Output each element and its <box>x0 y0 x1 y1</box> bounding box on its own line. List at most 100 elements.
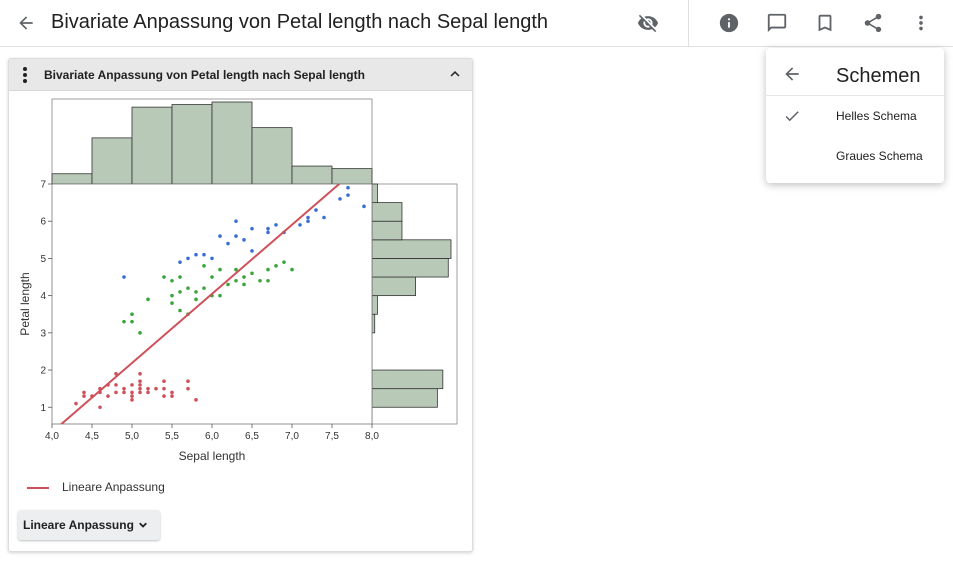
data-point-setosa <box>138 390 142 395</box>
data-point-virginica <box>194 252 198 257</box>
data-point-setosa <box>138 386 142 391</box>
data-point-setosa <box>114 390 118 395</box>
data-point-versicolor <box>226 282 230 287</box>
collapse-button[interactable] <box>446 65 464 83</box>
data-point-virginica <box>202 252 206 257</box>
data-point-virginica <box>346 193 350 197</box>
data-point-versicolor <box>242 275 246 279</box>
data-point-setosa <box>130 398 134 402</box>
menu-divider <box>766 95 944 96</box>
data-point-versicolor <box>186 286 190 290</box>
data-point-virginica <box>362 204 366 209</box>
y-axis-label: Petal length <box>18 272 32 335</box>
bookmark-button[interactable] <box>813 11 837 35</box>
panel-title: Bivariate Anpassung von Petal length nac… <box>44 68 365 82</box>
right-histogram-bar <box>371 258 449 278</box>
data-point-virginica <box>178 260 182 264</box>
info-button[interactable] <box>717 11 741 35</box>
back-button[interactable] <box>14 11 38 35</box>
more-options-button[interactable] <box>909 11 933 35</box>
data-point-versicolor <box>218 293 222 298</box>
top-histogram-bar <box>51 173 93 185</box>
x-tick-label: 6,5 <box>245 431 259 442</box>
panel-menu-button[interactable] <box>17 65 33 85</box>
data-point-virginica <box>306 219 310 224</box>
x-tick-label: 5,0 <box>125 431 139 442</box>
share-button[interactable] <box>861 11 885 35</box>
menu-item-light-scheme[interactable]: Helles Schema <box>766 97 944 135</box>
data-point-setosa <box>146 386 150 391</box>
data-point-setosa <box>138 379 142 384</box>
arrow-back-icon <box>785 67 799 81</box>
data-point-versicolor <box>130 319 134 324</box>
right-histogram-bar <box>371 202 403 222</box>
data-point-setosa <box>74 401 78 406</box>
y-tick-label: 1 <box>40 403 46 414</box>
info-icon <box>719 13 739 33</box>
top-histogram-bar <box>251 127 293 185</box>
right-histogram-bar <box>371 313 376 334</box>
data-point-virginica <box>218 234 222 238</box>
report-panel: Bivariate Anpassung von Petal length nac… <box>8 58 473 552</box>
data-point-setosa <box>186 386 190 391</box>
more-vert-icon <box>23 67 27 83</box>
x-tick-label: 4,5 <box>85 431 99 442</box>
data-point-setosa <box>138 383 142 387</box>
data-point-versicolor <box>266 267 270 272</box>
comment-icon <box>767 13 787 33</box>
data-point-versicolor <box>202 264 206 268</box>
data-point-virginica <box>266 226 270 231</box>
fit-line <box>59 184 341 424</box>
menu-back-button[interactable] <box>782 64 804 86</box>
top-histogram-bar <box>291 165 333 185</box>
menu-item-gray-scheme[interactable]: Graues Schema <box>766 137 944 175</box>
data-point-virginica <box>250 249 254 253</box>
data-point-versicolor <box>194 297 198 302</box>
data-point-virginica <box>322 215 326 220</box>
data-point-versicolor <box>202 286 206 290</box>
data-point-virginica <box>274 223 278 227</box>
data-point-setosa <box>82 394 86 398</box>
data-point-setosa <box>122 390 126 395</box>
data-point-virginica <box>298 223 302 227</box>
data-point-versicolor <box>170 301 174 305</box>
data-point-versicolor <box>258 278 262 283</box>
comment-button[interactable] <box>765 11 789 35</box>
right-histogram-bar <box>371 239 452 259</box>
data-point-virginica <box>234 234 238 238</box>
data-point-versicolor <box>242 282 246 287</box>
y-tick-label: 2 <box>40 366 46 377</box>
chevron-up-icon <box>450 71 460 77</box>
data-point-setosa <box>162 386 166 391</box>
fit-options-dropdown[interactable]: Lineare Anpassung <box>18 510 160 540</box>
chevron-down-icon <box>139 522 147 528</box>
data-point-setosa <box>106 394 110 398</box>
right-histogram-bar <box>371 388 438 408</box>
data-point-versicolor <box>250 271 254 276</box>
fit-options-label: Lineare Anpassung <box>23 518 134 532</box>
panel-header: Bivariate Anpassung von Petal length nac… <box>9 59 472 91</box>
data-point-setosa <box>186 379 190 384</box>
data-point-setosa <box>130 394 134 398</box>
x-tick-label: 7,5 <box>325 431 339 442</box>
data-point-versicolor <box>266 278 270 283</box>
plot-frame <box>51 183 373 425</box>
data-point-versicolor <box>290 267 294 272</box>
top-histogram-bar <box>331 168 373 185</box>
data-point-virginica <box>186 256 190 261</box>
data-point-virginica <box>306 215 310 220</box>
visibility-off-icon <box>637 14 659 33</box>
fit-line-legend-label: Lineare Anpassung <box>62 480 165 494</box>
data-point-virginica <box>346 185 350 190</box>
hide-button[interactable] <box>636 11 660 35</box>
data-point-setosa <box>114 371 118 376</box>
y-tick-label: 6 <box>40 217 46 228</box>
data-point-setosa <box>130 390 134 395</box>
x-tick-label: 6,0 <box>205 431 219 442</box>
data-point-versicolor <box>218 267 222 272</box>
bivariate-chart: 4,0 4,5 5,0 5,5 6,0 6,5 7,0 7,5 8,0 1 2 3 4 5 6 7 Sepal … <box>18 98 458 463</box>
data-point-virginica <box>226 241 230 246</box>
toolbar-divider <box>688 0 689 46</box>
page-title: Bivariate Anpassung von Petal length nac… <box>51 11 549 33</box>
right-histogram-bar <box>371 220 403 241</box>
